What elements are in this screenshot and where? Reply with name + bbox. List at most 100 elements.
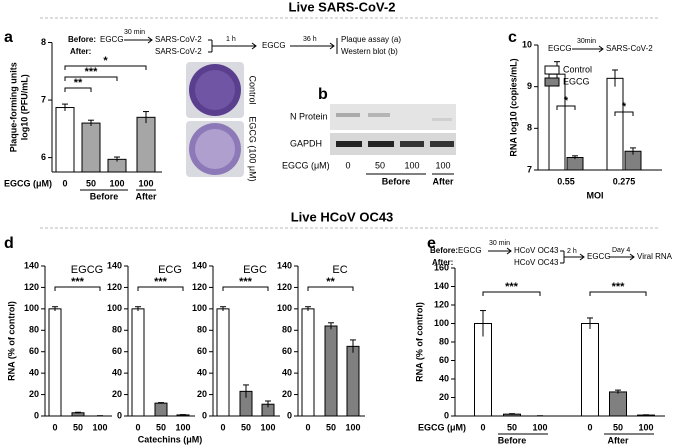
blot-row-label: GAPDH [290,138,322,148]
protocol-text: Plaque assay (a) [341,35,401,44]
x-tick-label: 50 [86,178,96,188]
significance-bracket [482,291,541,296]
x-tick-label: 0.275 [613,176,636,186]
x-tick-label: 50 [507,422,517,432]
y-tick-label: 8 [41,37,46,47]
x-tick-label: 100 [138,178,153,188]
protocol-text: Before: [430,246,458,255]
x-tick-label: 0.55 [557,176,575,186]
y-tick-label: 60 [29,346,39,356]
protocol-arrows [124,36,635,264]
protocol-text: 30 min [489,240,510,247]
x-tick-label: 50 [241,422,251,432]
blot-band [430,141,454,147]
y-tick-label: 80 [282,325,292,335]
significance-bracket [64,76,118,81]
y-tick-label: 100 [192,303,207,313]
blot-category: 0 [345,160,350,170]
significance-label: * [564,95,569,107]
significance-bracket [307,286,354,291]
bar [606,77,624,171]
y-tick-label: 40 [29,368,39,378]
y-tick-label: 9 [527,81,532,91]
x-tick-label: 50 [326,422,336,432]
x-tick-label: 100 [92,422,107,432]
x-tick-label: 0 [62,178,67,188]
protocol-text: 36 h [303,36,317,43]
x-tick-label: 50 [73,422,83,432]
significance-label: * [622,101,627,113]
protocol-text: Before: [68,35,96,44]
x-tick-label: 100 [345,422,360,432]
x-tick-label: 0 [52,422,57,432]
significance-bracket [54,286,101,291]
legend-swatch [544,65,560,75]
panel-letter: a [4,29,13,46]
bar [474,323,492,417]
y-axis-label: RNA log10 (copies/mL) [508,58,518,156]
y-tick-label: 40 [282,368,292,378]
blot-band [400,141,424,147]
y-axis-label: RNA (% of control) [414,302,424,382]
y-tick-label: 60 [112,346,122,356]
x-tick-label: 100 [532,422,547,432]
significance-bracket [556,105,576,110]
plate-label: EGCG (100 μM) [248,116,258,181]
bar [548,73,566,171]
y-tick-label: 0 [444,410,449,420]
x-tick-label: 50 [613,422,623,432]
group-label: After [135,191,156,201]
significance-label: ** [326,276,335,288]
y-tick-label: 20 [439,392,449,402]
y-tick-label: 6 [41,152,46,162]
y-tick-label: 120 [434,299,449,309]
protocol-text: 1 h [226,36,236,43]
panel-letter: c [508,29,517,46]
protocol-text: HCoV OC43 [514,258,559,267]
y-tick-label: 80 [439,336,449,346]
significance-label: *** [612,281,626,293]
blot-category: 100 [435,160,450,170]
protocol-text: 30min [577,38,596,45]
y-tick-label: 8 [527,123,532,133]
protocol-text: Day 4 [612,247,630,254]
arrow-head [329,42,335,50]
y-tick-label: 0 [34,410,39,420]
panel-letter: e [427,235,436,252]
bar [346,345,360,417]
y-tick-label: 140 [24,260,39,270]
y-tick-label: 7 [41,94,46,104]
y-tick-label: 140 [107,260,122,270]
y-tick-label: 120 [192,282,207,292]
bar [324,325,338,417]
x-axis-label: MOI [587,190,604,200]
protocol-text: SARS-CoV-2 [606,44,653,53]
y-tick-label: 140 [277,260,292,270]
y-tick-label: 120 [277,282,292,292]
plate-label: Control [248,75,258,104]
significance-bracket [222,286,269,291]
y-tick-label: 100 [24,303,39,313]
protocol-text: SARS-CoV-2 [155,35,202,44]
x-tick-label: 0 [587,422,592,432]
protocol-text: EGCG [587,252,611,261]
x-axis-label: Catechins (μM) [138,434,203,444]
blot-band [432,118,452,121]
protocol-text: 30 min [124,29,145,36]
significance-bracket [64,87,92,92]
y-axis-label: RNA (% of control) [6,301,16,381]
x-tick-label: 0 [480,422,485,432]
y-tick-label: 140 [434,281,449,291]
significance-label: *** [85,66,99,78]
x-tick-label: 0 [305,422,310,432]
group-label: After [607,435,628,445]
protocol-text: 2 h [567,248,577,255]
group-label: Before [498,435,527,445]
protocol-text: SARS-CoV-2 [155,47,202,56]
bar [581,323,599,417]
x-tick-label: 100 [175,422,190,432]
y-tick-label: 100 [107,303,122,313]
y-tick-label: 20 [282,389,292,399]
y-tick-label: 140 [192,260,207,270]
